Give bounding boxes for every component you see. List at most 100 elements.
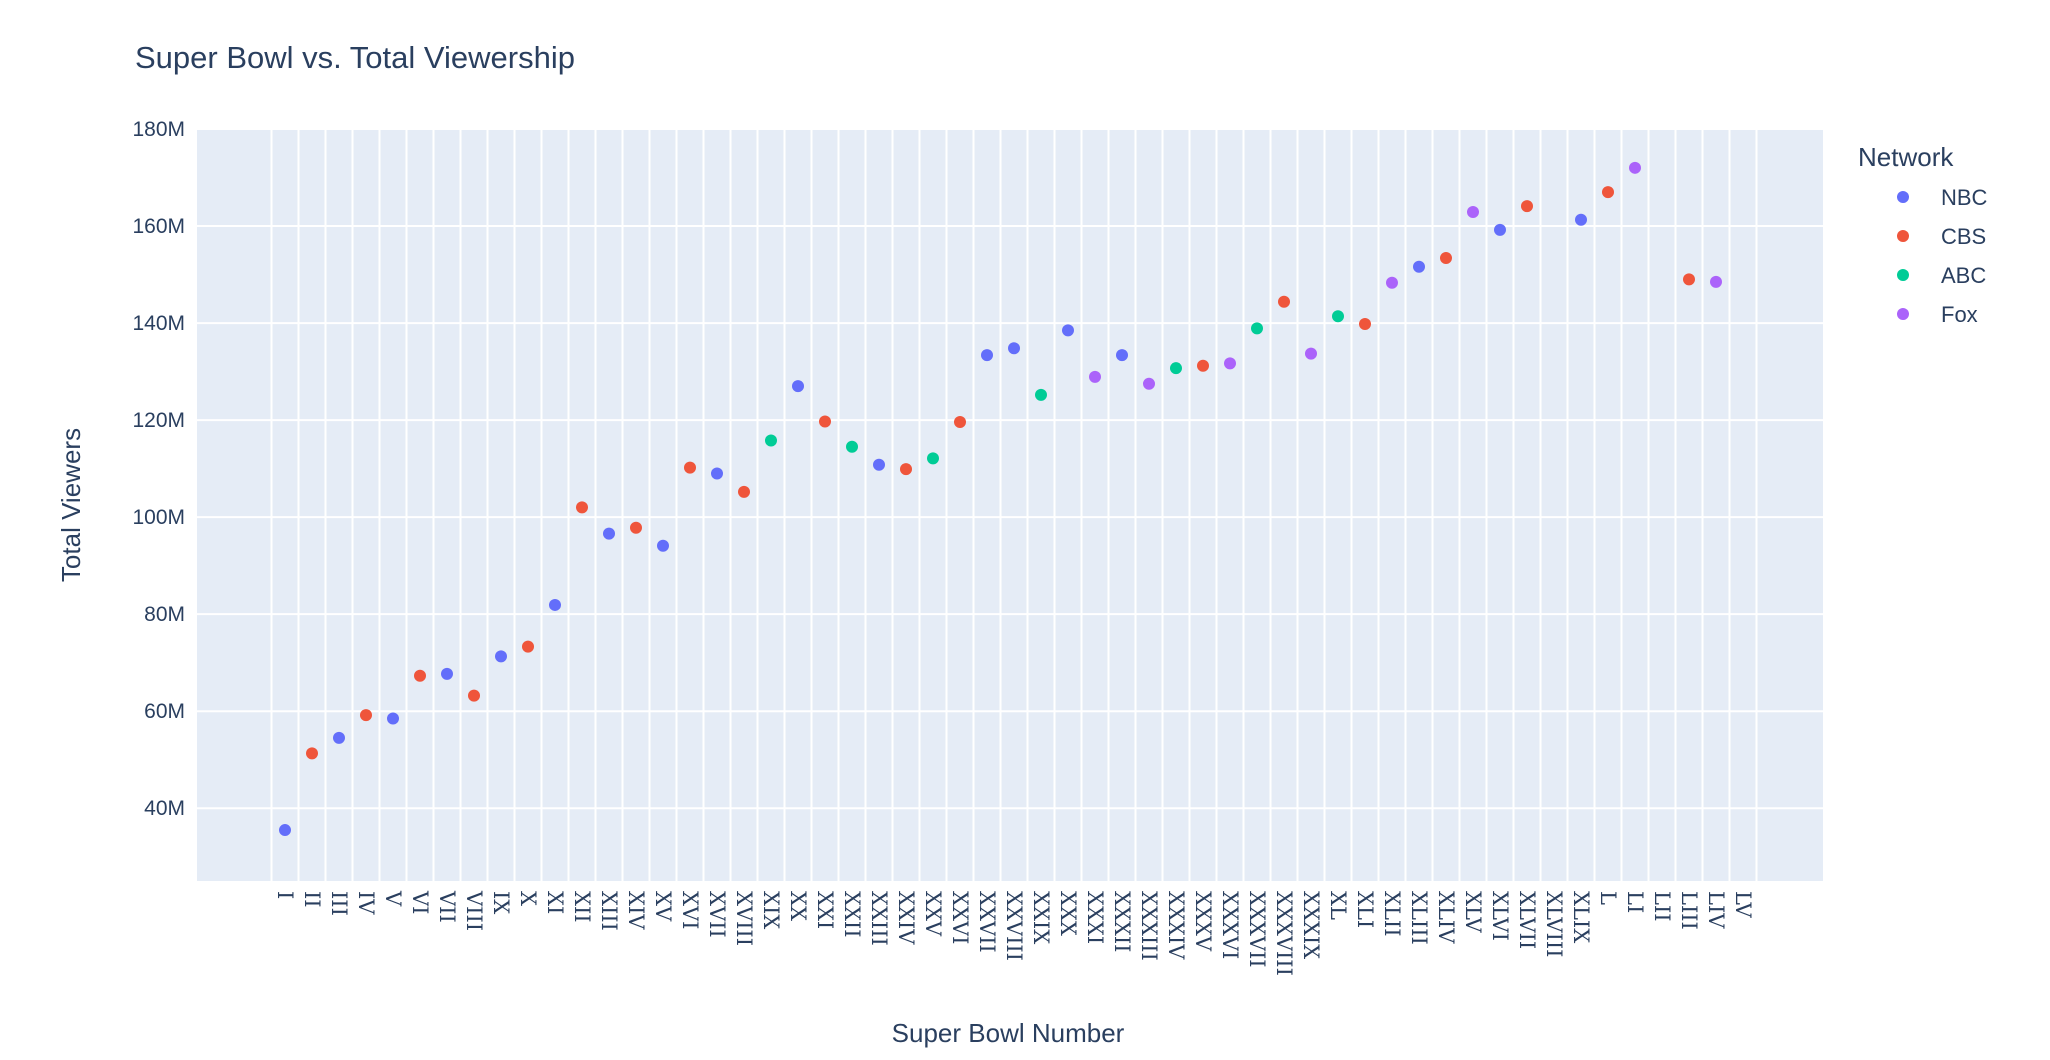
data-point-abc [765,434,777,447]
legend-label-abc: ABC [1941,263,1986,288]
data-point-nbc [1116,349,1128,362]
data-point-nbc [981,349,993,362]
y-tick-label: 180M [132,118,185,141]
x-tick-label: XXVII [975,891,999,953]
y-tick-label: 120M [132,409,185,432]
data-point-fox [1629,161,1641,174]
data-point-nbc [441,667,453,680]
data-point-abc [1251,322,1263,335]
y-axis-title: Total Viewers [56,428,86,582]
x-tick-label: XLIX [1569,891,1593,943]
data-point-cbs [360,709,372,722]
data-point-cbs [630,521,642,534]
data-point-abc [1332,310,1344,323]
data-point-nbc [873,458,885,471]
x-tick-label: XXXV [1191,891,1215,952]
data-point-fox [1089,370,1101,383]
data-point-nbc [1494,223,1506,236]
gridlines [197,128,1823,881]
data-point-fox [1305,347,1317,360]
x-tick-label: VIII [462,890,486,931]
x-tick-label: XXV [921,891,945,937]
data-point-nbc [279,824,291,837]
data-point-cbs [1359,318,1371,331]
legend-marker-nbc [1897,191,1909,203]
y-tick-label: 100M [132,506,185,529]
x-tick-label: XLI [1353,891,1377,928]
x-tick-label: XXVI [948,891,972,944]
data-point-cbs [414,669,426,682]
y-tick-label: 160M [132,215,185,238]
x-tick-label: XV [651,891,675,922]
x-tick-label: LV [1731,891,1755,918]
x-tick-label: XXX [1056,891,1080,936]
x-tick-label: XXXII [1110,891,1134,952]
data-point-fox [1143,377,1155,390]
legend-marker-fox [1897,308,1909,320]
data-point-cbs [819,415,831,428]
data-point-abc [927,452,939,465]
x-tick-label: XXIV [894,891,918,945]
x-axis-ticks: I II III IV V VI VII VIII IX X XI XII XIII XIV XV XVI XV… [273,890,1755,976]
x-tick-label: XXXVII [1245,891,1269,968]
y-tick-label: 80M [144,603,185,626]
data-point-cbs [576,501,588,514]
x-tick-label: XXXIII [1137,891,1161,961]
x-tick-label: XVIII [732,891,756,946]
legend: Network NBC CBS ABC Fox [1858,142,1988,327]
x-tick-label: X [516,891,540,906]
x-tick-label: IX [489,891,513,914]
data-point-cbs [900,463,912,476]
data-point-nbc [1062,324,1074,337]
x-tick-label: XI [543,891,567,914]
x-tick-label: XXIII [867,891,891,946]
data-point-nbc [333,731,345,744]
x-tick-label: XX [786,891,810,921]
x-tick-label: XLVIII [1542,891,1566,957]
data-point-fox [1467,205,1479,218]
x-tick-label: LI [1623,891,1647,913]
x-tick-label: VI [408,890,432,914]
plot-area [197,129,1823,881]
data-point-cbs [954,416,966,429]
data-point-fox [1710,275,1722,288]
y-tick-label: 60M [144,700,185,723]
x-tick-label: XXI [813,891,837,929]
x-tick-label: LIV [1704,891,1728,929]
data-point-cbs [306,747,318,760]
x-axis-title: Super Bowl Number [892,1018,1125,1048]
x-tick-label: II [300,891,324,908]
y-tick-label: 40M [144,797,185,820]
data-point-cbs [1602,186,1614,199]
data-point-nbc [1413,260,1425,273]
data-point-cbs [468,689,480,702]
x-tick-label: XXXI [1083,891,1107,944]
x-tick-label: XXXVI [1218,891,1242,959]
data-point-nbc [792,380,804,393]
data-point-nbc [549,598,561,611]
x-tick-label: XIII [597,891,621,931]
data-point-nbc [1575,213,1587,226]
x-tick-label: XXXVIII [1272,891,1296,976]
legend-title: Network [1858,142,1954,172]
data-point-cbs [522,640,534,653]
x-tick-label: LIII [1677,891,1701,930]
x-tick-label: III [327,891,351,916]
x-tick-label: XIX [759,891,783,929]
x-tick-label: V [381,890,405,907]
legend-label-nbc: NBC [1941,185,1988,210]
x-tick-label: XXII [840,891,864,938]
x-tick-label: XLII [1380,891,1404,937]
x-tick-label: XII [570,891,594,923]
data-point-fox [1224,357,1236,370]
x-tick-label: XXXIX [1299,891,1323,959]
data-point-fox [1386,276,1398,289]
legend-label-cbs: CBS [1941,224,1986,249]
x-tick-label: XLIII [1407,891,1431,945]
data-point-abc [1170,362,1182,375]
x-tick-label: XXXIV [1164,891,1188,960]
x-tick-label: XLV [1461,891,1485,933]
x-tick-label: XLVI [1488,891,1512,941]
chart-title: Super Bowl vs. Total Viewership [135,40,575,75]
